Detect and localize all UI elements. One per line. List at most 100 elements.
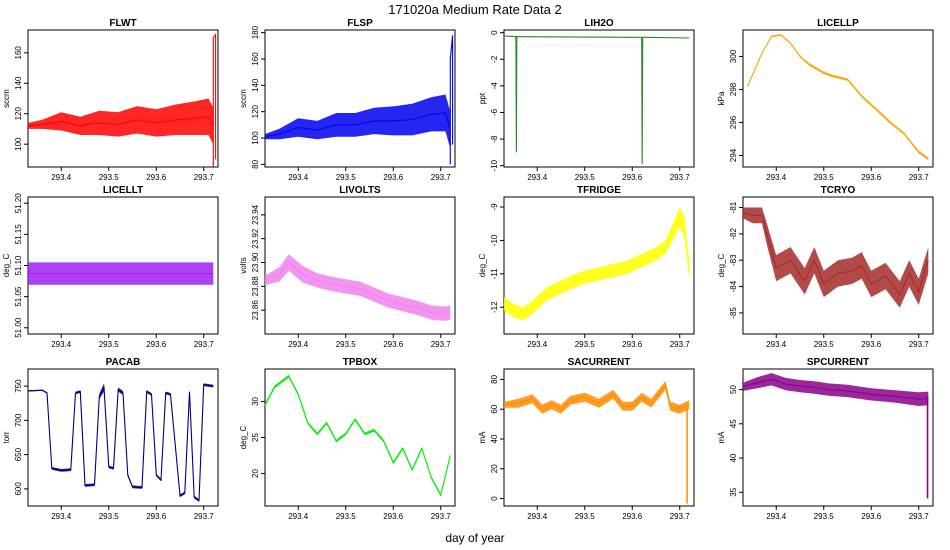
x-tick-label: 293.7	[670, 512, 691, 521]
y-tick-label: 25	[251, 433, 260, 442]
y-axis-label: deg_C	[239, 425, 248, 449]
series-line	[264, 112, 451, 138]
y-axis-label: sccm	[239, 89, 248, 108]
y-axis-label: torr	[2, 431, 11, 443]
y-tick-label: 20	[490, 464, 499, 473]
panel-title: TFRIDGE	[577, 185, 621, 196]
y-tick-label: -83	[729, 254, 738, 266]
x-tick-label: 293.7	[431, 512, 452, 521]
x-tick-label: 293.4	[51, 340, 72, 349]
panel-title: LICELLP	[817, 18, 859, 29]
panel-title: FLSP	[347, 18, 373, 29]
x-tick-label: 293.7	[431, 173, 452, 182]
y-tick-label: 296	[729, 115, 738, 129]
x-tick-label: 293.4	[51, 512, 72, 521]
series-line	[503, 35, 690, 165]
y-tick-label: 30	[251, 396, 260, 405]
plot-frame	[503, 196, 695, 335]
x-tick-label: 293.5	[575, 512, 596, 521]
x-tick-label: 293.4	[288, 512, 309, 521]
plot-frame	[27, 29, 219, 168]
plot-frame	[503, 368, 695, 507]
y-tick-label: 23.90	[251, 252, 260, 273]
plot-frame	[27, 368, 219, 507]
y-tick-label: -10	[490, 159, 499, 171]
panel-title: LICELLT	[103, 185, 143, 196]
y-tick-label: 45	[729, 419, 738, 428]
y-tick-label: -10	[490, 234, 499, 246]
y-tick-label: 180	[251, 25, 260, 39]
panel-flsp: FLSP sccm 293.4 293.5 293.6 293.7 80 100 120 140 1…	[239, 18, 456, 182]
x-tick-label: 293.5	[336, 173, 357, 182]
x-tick-label: 293.6	[383, 340, 404, 349]
x-tick-label: 293.5	[99, 173, 120, 182]
x-tick-label: 293.7	[194, 173, 215, 182]
x-tick-label: 293.7	[670, 340, 691, 349]
panel-title: FLWT	[109, 18, 136, 29]
panel-licellp: LICELLP kPa 293.4 293.5 293.6 293.7 294 296 298 3…	[717, 18, 934, 182]
x-tick-label: 293.4	[288, 340, 309, 349]
x-tick-label: 293.5	[336, 512, 357, 521]
y-axis-label: sccm	[2, 89, 11, 108]
x-tick-label: 293.6	[622, 173, 643, 182]
y-tick-label: 294	[729, 148, 738, 162]
y-tick-label: -8	[490, 135, 499, 143]
x-tick-label: 293.6	[146, 173, 167, 182]
panel-tfridge: TFRIDGE deg_C 293.4 293.5 293.6 293.7 -12 -11 -1…	[478, 185, 695, 349]
y-axis-label: kPa	[717, 91, 726, 105]
y-tick-label: 23.94	[251, 204, 260, 225]
y-tick-label: 140	[251, 78, 260, 92]
panel-title: SACURRENT	[568, 357, 631, 368]
y-tick-label: 60	[490, 404, 499, 413]
y-tick-label: 300	[729, 49, 738, 63]
y-tick-label: 80	[251, 159, 260, 168]
y-tick-label: 100	[251, 131, 260, 145]
y-tick-label: 23.86	[251, 300, 260, 321]
y-tick-label: -84	[729, 280, 738, 292]
y-tick-label: 160	[14, 46, 23, 60]
x-tick-label: 293.6	[861, 340, 882, 349]
y-tick-label: 298	[729, 82, 738, 96]
panel-title: PACAB	[106, 357, 141, 368]
series-line	[503, 215, 690, 315]
x-tick-label: 293.5	[814, 173, 835, 182]
x-tick-label: 293.7	[909, 340, 930, 349]
y-tick-label: -81	[729, 201, 738, 213]
y-tick-label: 23.88	[251, 276, 260, 297]
series-band	[265, 94, 451, 149]
y-tick-label: 40	[729, 453, 738, 462]
x-tick-label: 293.7	[909, 512, 930, 521]
y-tick-label: 750	[14, 379, 23, 393]
plot-frame	[264, 368, 456, 507]
y-tick-label: 0	[490, 30, 499, 35]
x-tick-label: 293.4	[51, 173, 72, 182]
page-title: 171020a Medium Rate Data 2	[388, 2, 562, 17]
x-tick-label: 293.4	[766, 340, 787, 349]
x-tick-label: 293.5	[814, 340, 835, 349]
y-tick-label: 600	[14, 482, 23, 496]
y-tick-label: 120	[14, 107, 23, 121]
panel-title: TCRYO	[821, 185, 856, 196]
x-tick-label: 293.6	[861, 173, 882, 182]
x-tick-label: 293.4	[766, 512, 787, 521]
panel-flwt: FLWT sccm 293.4 293.5 293.6 293.7 100 120 140 160	[2, 18, 219, 182]
x-tick-label: 293.6	[622, 512, 643, 521]
plot-frame	[264, 29, 456, 168]
plot-frame	[742, 29, 934, 168]
panel-livolts: LIVOLTS volts 293.4 293.5 293.6 293.7 23.86 23.…	[239, 185, 456, 349]
y-tick-label: -6	[490, 108, 499, 116]
panel-tcryo: TCRYO deg_C 293.4 293.5 293.6 293.7 -85 -84 -83 -…	[717, 185, 934, 349]
x-tick-label: 293.6	[861, 512, 882, 521]
x-tick-label: 293.4	[527, 512, 548, 521]
series-line	[27, 116, 214, 127]
x-tick-label: 293.6	[383, 512, 404, 521]
x-tick-label: 293.5	[336, 340, 357, 349]
y-tick-label: 0	[490, 496, 499, 501]
panel-lih2o: LIH2O ppt 293.4 293.5 293.6 293.7 -10 -8 -6 -4 -2 0	[478, 18, 695, 182]
series-line	[264, 375, 451, 497]
y-axis-label: deg_C	[2, 253, 11, 277]
x-tick-label: 293.7	[431, 340, 452, 349]
series-band	[747, 34, 929, 161]
series-line	[926, 396, 929, 499]
